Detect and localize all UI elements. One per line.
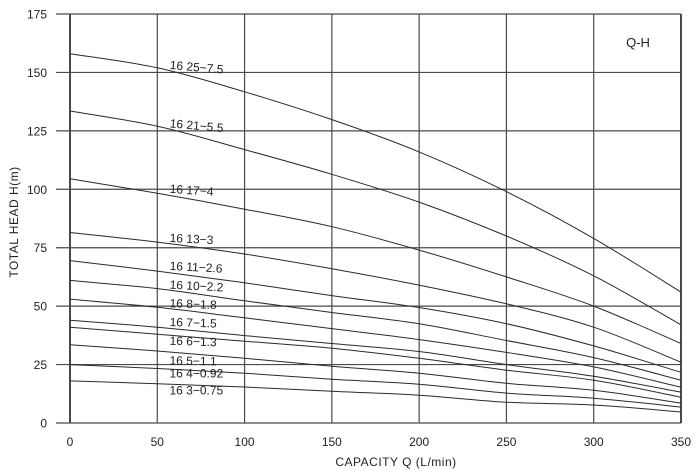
curve-label: 16 13−3 <box>169 231 214 247</box>
chart-title: Q-H <box>626 35 650 50</box>
pump-curve <box>69 298 682 388</box>
curve-label: 16 10−2.2 <box>169 278 224 295</box>
y-tick-label: 175 <box>27 8 47 22</box>
pump-curve <box>69 110 682 326</box>
grid-lines <box>56 13 682 424</box>
pump-curve <box>69 344 682 404</box>
curve-label: 16 11−2.6 <box>169 259 223 276</box>
curve-label: 16 5−1.1 <box>169 354 217 369</box>
pump-curve <box>69 279 682 381</box>
pump-curve <box>69 319 682 393</box>
y-axis-ticks: 0 25 50 75 100 125 150 175 <box>27 8 47 431</box>
curve-label: 16 21−5.5 <box>169 116 224 135</box>
curve-label: 16 8−1.8 <box>169 296 217 312</box>
pump-curve <box>69 53 682 293</box>
y-tick-label: 75 <box>34 241 48 255</box>
y-tick-label: 100 <box>27 183 47 197</box>
curve-label: 16 3−0.75 <box>170 383 224 397</box>
x-tick-label: 50 <box>151 435 165 449</box>
y-tick-label: 125 <box>27 124 47 138</box>
pump-curve <box>69 178 682 344</box>
curve-label: 16 17−4 <box>169 182 214 199</box>
pump-curve <box>69 364 682 408</box>
x-axis-title: CAPACITY Q (L/min) <box>335 455 456 469</box>
y-tick-label: 50 <box>34 300 48 314</box>
y-tick-label: 0 <box>40 417 47 431</box>
curve-label: 16 4−0.92 <box>170 366 224 380</box>
curve-labels: 16 25−7.5 16 21−5.5 16 17−4 16 13−3 16 11−2.… <box>169 58 224 397</box>
x-tick-label: 200 <box>409 435 429 449</box>
x-tick-label: 250 <box>496 435 516 449</box>
x-tick-label: 100 <box>235 435 255 449</box>
x-tick-label: 300 <box>584 435 604 449</box>
x-tick-label: 350 <box>671 435 691 449</box>
pump-curve <box>69 232 682 363</box>
pump-curve <box>69 260 682 373</box>
y-tick-label: 150 <box>27 66 47 80</box>
x-tick-label: 0 <box>67 435 74 449</box>
y-tick-label: 25 <box>34 358 48 372</box>
x-tick-label: 150 <box>322 435 342 449</box>
pump-curve <box>69 380 682 413</box>
curve-label: 16 7−1.5 <box>169 315 217 331</box>
pump-curve <box>69 326 682 398</box>
x-axis-ticks: 0 50 100 150 200 250 300 350 <box>67 435 692 449</box>
y-axis-title: TOTAL HEAD H(m) <box>7 166 21 277</box>
curve-label: 16 6−1.3 <box>169 334 217 350</box>
curve-label: 16 25−7.5 <box>169 58 224 77</box>
pump-curves <box>69 53 682 413</box>
